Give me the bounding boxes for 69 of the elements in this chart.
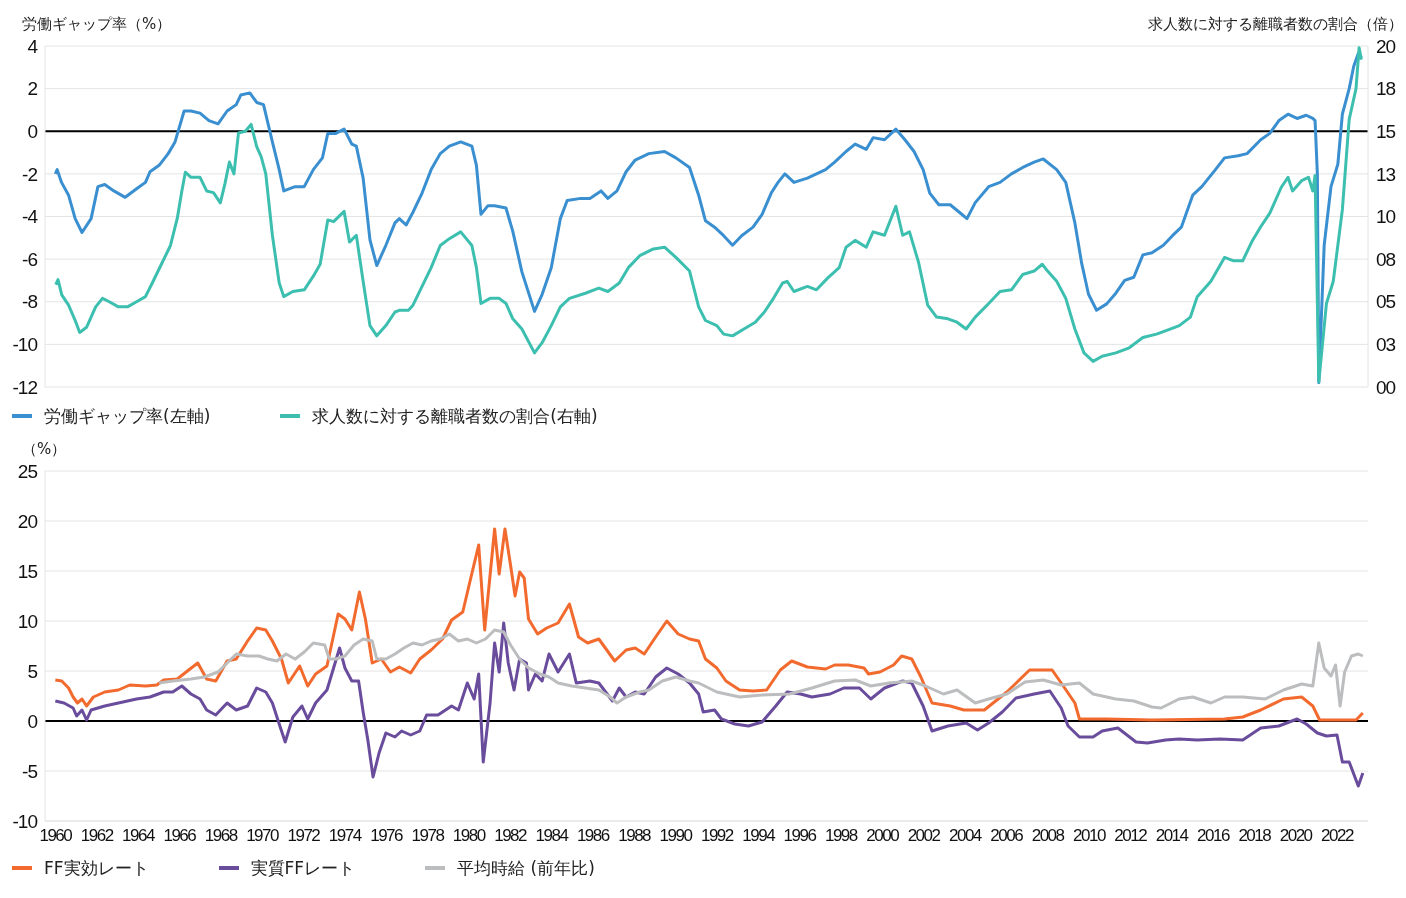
x-tick-label: 1998 [824, 826, 858, 846]
x-tick-label: 2014 [1155, 826, 1189, 846]
y2-tick-label: 00 [1376, 376, 1396, 398]
y-tick-label: -6 [22, 248, 38, 270]
y2-tick-label: 20 [1376, 35, 1396, 57]
y2-tick-label: 08 [1376, 248, 1396, 270]
y-tick-label: 5 [27, 660, 38, 682]
x-tick-label: 2004 [948, 826, 982, 846]
line-series [53, 527, 1365, 722]
legend-label: 平均時給 (前年比) [457, 856, 595, 880]
y-tick-label: 4 [27, 35, 39, 57]
y-tick-label: -2 [22, 163, 38, 185]
x-tick-label: 1996 [783, 826, 817, 846]
legend-label: 労働ギャップ率(左軸) [44, 404, 211, 428]
y2-axis-title: 求人数に対する離職者数の割合（倍） [1148, 15, 1403, 34]
legend-label: FF実効レート [44, 856, 149, 880]
y-tick-label: -10 [12, 810, 38, 832]
y2-tick-label: 05 [1376, 291, 1396, 313]
y-tick-label: -12 [12, 376, 38, 398]
x-tick-label: 1994 [742, 826, 776, 846]
y-tick-label: 0 [27, 710, 38, 732]
x-tick-label: 2012 [1114, 826, 1148, 846]
x-tick-label: 1982 [494, 826, 528, 846]
x-tick-label: 1976 [370, 826, 404, 846]
legend-label: 実質FFレート [250, 856, 356, 880]
x-tick-label: 1992 [700, 826, 734, 846]
x-tick-label: 2010 [1073, 826, 1106, 846]
y-tick-label: -10 [12, 334, 38, 356]
y2-tick-label: 10 [1376, 206, 1396, 228]
x-tick-label: 2022 [1321, 826, 1354, 846]
x-tick-label: 1978 [411, 826, 445, 846]
y-axis-title: （%） [21, 440, 67, 459]
x-tick-label: 1968 [204, 826, 238, 846]
y2-tick-label: 03 [1376, 334, 1396, 356]
x-tick-label: 2006 [990, 826, 1024, 846]
x-tick-label: 2002 [907, 826, 941, 846]
line-series [53, 621, 1365, 788]
x-tick-label: 1984 [535, 826, 569, 846]
x-tick-label: 1988 [618, 826, 652, 846]
x-tick-label: 1960 [39, 826, 73, 846]
x-tick-label: 2008 [1031, 826, 1065, 846]
line-series [157, 628, 1365, 710]
y2-tick-label: 15 [1376, 121, 1396, 142]
x-tick-label: 1972 [287, 826, 321, 846]
x-tick-label: 2016 [1197, 826, 1230, 846]
x-tick-label: 1974 [328, 826, 362, 846]
x-tick-label: 1970 [246, 826, 279, 846]
y-tick-label: -8 [22, 291, 38, 313]
y-tick-label: 15 [17, 560, 38, 582]
x-tick-label: 2020 [1279, 826, 1313, 846]
x-tick-label: 2018 [1238, 826, 1272, 846]
y-tick-label: 25 [17, 460, 38, 482]
y2-tick-label: 18 [1376, 78, 1396, 100]
x-tick-label: 1962 [80, 826, 114, 846]
y-tick-label: -4 [22, 206, 39, 228]
x-tick-label: 1980 [452, 826, 486, 846]
y-tick-label: 2 [27, 78, 38, 100]
y-tick-label: 10 [17, 610, 38, 632]
legend-label: 求人数に対する離職者数の割合(右軸) [312, 404, 598, 428]
y-tick-label: -5 [22, 760, 38, 782]
y-tick-label: 20 [17, 510, 38, 532]
y-axis-title: 労働ギャップ率（%） [21, 15, 172, 34]
y-tick-label: 0 [27, 121, 38, 142]
x-tick-label: 1986 [576, 826, 610, 846]
y2-tick-label: 13 [1376, 163, 1396, 185]
x-tick-label: 1966 [163, 826, 197, 846]
x-tick-label: 2000 [866, 826, 900, 846]
x-tick-label: 1990 [659, 826, 693, 846]
x-tick-label: 1964 [122, 826, 155, 846]
